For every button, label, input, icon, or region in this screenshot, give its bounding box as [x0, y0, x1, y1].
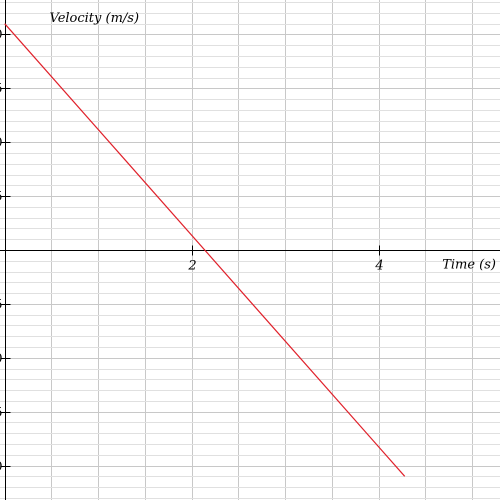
- ticks: 2 4 -20 -15 -10 -5 5 10 15 20: [0, 28, 384, 475]
- y-tick-label: -10: [0, 352, 3, 367]
- x-tick-label: 2: [187, 259, 196, 274]
- y-tick-label: 20: [0, 28, 3, 43]
- x-axis-title: Time (s): [442, 258, 496, 273]
- y-tick-label: 15: [0, 82, 3, 97]
- velocity-line: [4, 23, 406, 477]
- y-tick-label: -15: [0, 406, 3, 421]
- y-tick-label: 5: [0, 190, 3, 205]
- x-tick-label: 4: [374, 259, 383, 274]
- y-tick-label: -5: [0, 298, 3, 313]
- y-tick-label: 10: [0, 136, 3, 151]
- y-tick-label: -20: [0, 460, 3, 475]
- y-axis-title: Velocity (m/s): [50, 11, 140, 26]
- series: [4, 23, 406, 477]
